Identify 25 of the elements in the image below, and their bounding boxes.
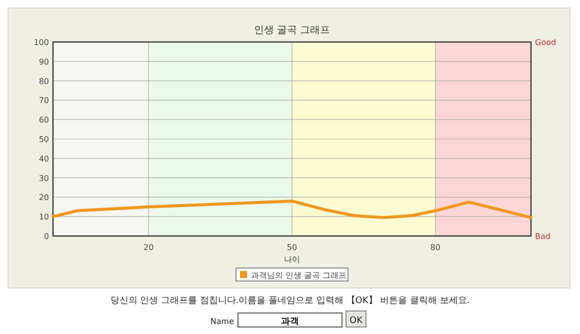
legend-label: 과객님의 인생 굴곡 그래프 [251,271,347,280]
y-tick-label: 100 [34,38,49,47]
text: Good [535,38,556,47]
y-tick-label: 50 [38,135,49,144]
chart-title: 인생 굴곡 그래프 [254,25,330,36]
text: Name [210,317,234,326]
text: 과객 [281,317,299,327]
y-tick-label: 10 [38,212,49,222]
y-tick-label: 70 [38,96,49,106]
y-tick-label: 0 [44,232,49,241]
y-tick-label: 90 [38,57,49,66]
text: 당신의 인생 그래프를 점칩니다.이름을 풀네임으로 입력해 【OK】 버튼을 클릭해 보세요. [110,295,470,306]
y-tick-label: 30 [38,174,49,183]
y-tick-label: 40 [38,154,49,164]
text: Bad [535,232,550,241]
legend: 과객님의 인생 굴곡 그래프 [236,268,348,282]
x-tick-label: 20 [144,243,154,252]
text: OK [350,316,364,326]
y-tick-label: 60 [38,116,49,125]
x-tick-label: 50 [286,243,298,252]
line-series [52,200,532,220]
y-tick-label: 20 [38,193,49,202]
x-tick-label: 80 [430,243,440,252]
y-tick-label: 80 [38,76,49,86]
x-axis-title: 나이 [284,255,300,264]
